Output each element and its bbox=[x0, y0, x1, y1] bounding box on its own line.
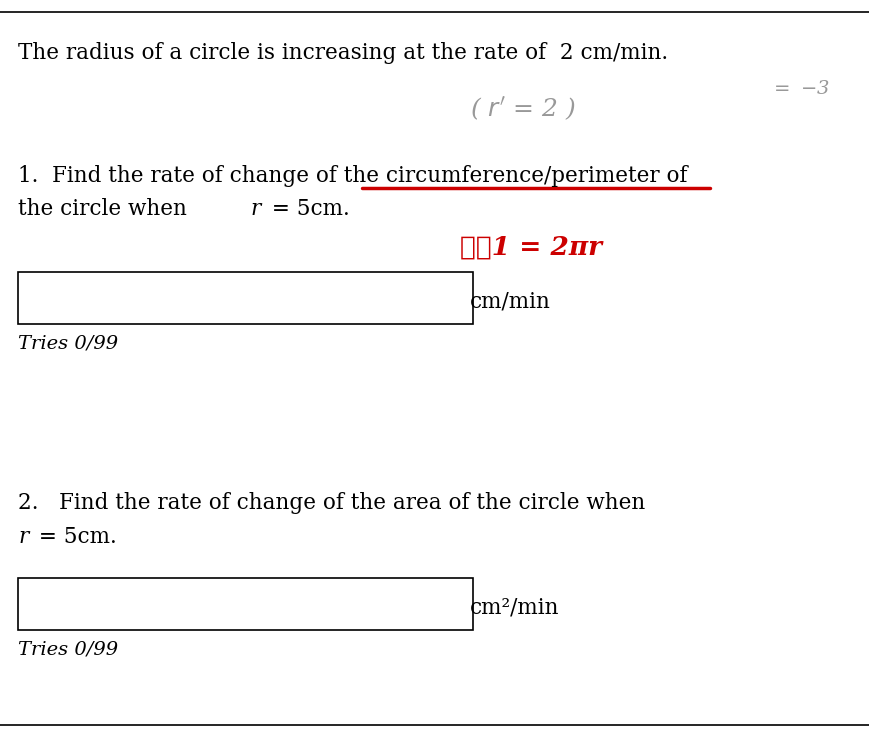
Text: cm/min: cm/min bbox=[469, 290, 550, 312]
Text: The radius of a circle is increasing at the rate of  2 cm/min.: The radius of a circle is increasing at … bbox=[18, 42, 667, 64]
Text: 등비1 = 2πr: 등비1 = 2πr bbox=[460, 235, 601, 260]
Bar bbox=[18, 272, 473, 324]
Text: r: r bbox=[249, 198, 260, 220]
Text: Tries 0/99: Tries 0/99 bbox=[18, 640, 118, 658]
Text: = 5cm.: = 5cm. bbox=[32, 526, 116, 548]
Text: cm²/min: cm²/min bbox=[469, 596, 559, 618]
Text: the circle when: the circle when bbox=[18, 198, 201, 220]
Text: r: r bbox=[18, 526, 28, 548]
Text: $=$ $-$3: $=$ $-$3 bbox=[769, 80, 829, 98]
Text: 1.  Find the rate of change of the circumference/perimeter of: 1. Find the rate of change of the circum… bbox=[18, 165, 687, 187]
Text: ( $r'$ = 2 ): ( $r'$ = 2 ) bbox=[469, 95, 575, 123]
Text: = 5cm.: = 5cm. bbox=[265, 198, 349, 220]
Text: 2.   Find the rate of change of the area of the circle when: 2. Find the rate of change of the area o… bbox=[18, 492, 645, 514]
Bar bbox=[18, 578, 473, 630]
Text: Tries 0/99: Tries 0/99 bbox=[18, 334, 118, 352]
